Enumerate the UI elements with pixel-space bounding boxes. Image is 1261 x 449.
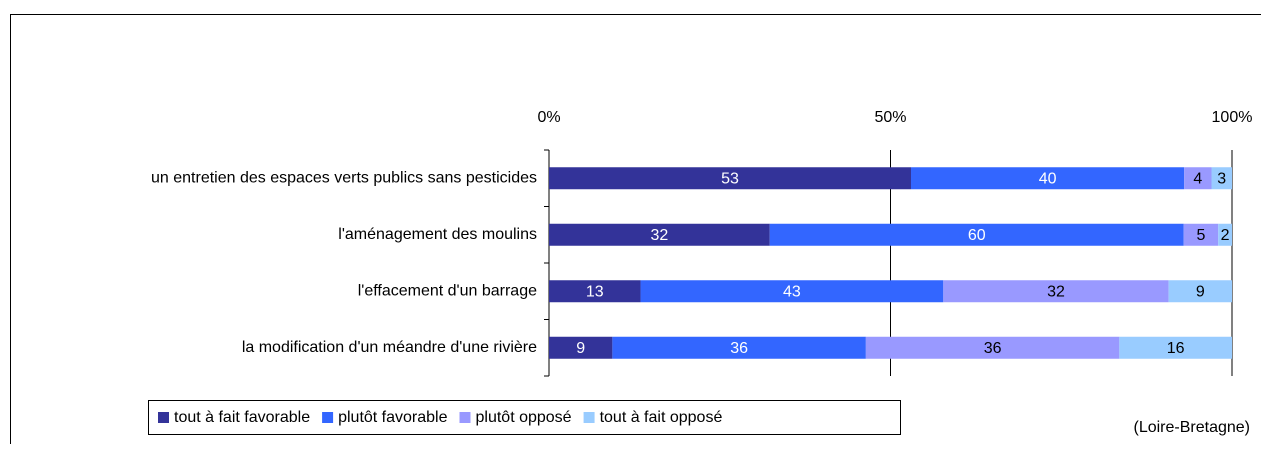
data-label: 53 <box>721 170 739 187</box>
data-label: 2 <box>1221 227 1230 244</box>
legend-label: tout à fait opposé <box>600 409 723 426</box>
legend-swatch <box>322 412 333 423</box>
data-label: 32 <box>650 227 668 244</box>
y-tick-label: l'aménagement des moulins <box>338 226 537 243</box>
data-label: 5 <box>1197 227 1206 244</box>
data-label: 13 <box>586 283 604 300</box>
legend-swatch <box>158 412 169 423</box>
x-tick-label: 0% <box>537 109 560 126</box>
legend-swatch <box>460 412 471 423</box>
y-tick-label: un entretien des espaces verts publics s… <box>151 169 537 186</box>
data-label: 16 <box>1167 340 1185 357</box>
y-tick-label: la modification d'un méandre d'une riviè… <box>242 339 537 356</box>
data-label: 43 <box>783 283 801 300</box>
data-label: 9 <box>1196 283 1205 300</box>
data-label: 40 <box>1039 170 1057 187</box>
annotation: (Loire-Bretagne) <box>1134 419 1251 436</box>
legend-label: plutôt opposé <box>476 409 572 426</box>
data-label: 9 <box>576 340 585 357</box>
legend-swatch <box>584 412 595 423</box>
data-label: 60 <box>968 227 986 244</box>
data-label: 3 <box>1217 170 1226 187</box>
x-tick-label: 100% <box>1212 109 1253 126</box>
legend-label: plutôt favorable <box>338 409 448 426</box>
data-label: 4 <box>1193 170 1202 187</box>
data-label: 36 <box>730 340 748 357</box>
y-tick-label: l'effacement d'un barrage <box>358 282 537 299</box>
data-label: 32 <box>1047 283 1065 300</box>
data-label: 36 <box>984 340 1002 357</box>
legend-label: tout à fait favorable <box>174 409 310 426</box>
x-tick-label: 50% <box>874 109 906 126</box>
